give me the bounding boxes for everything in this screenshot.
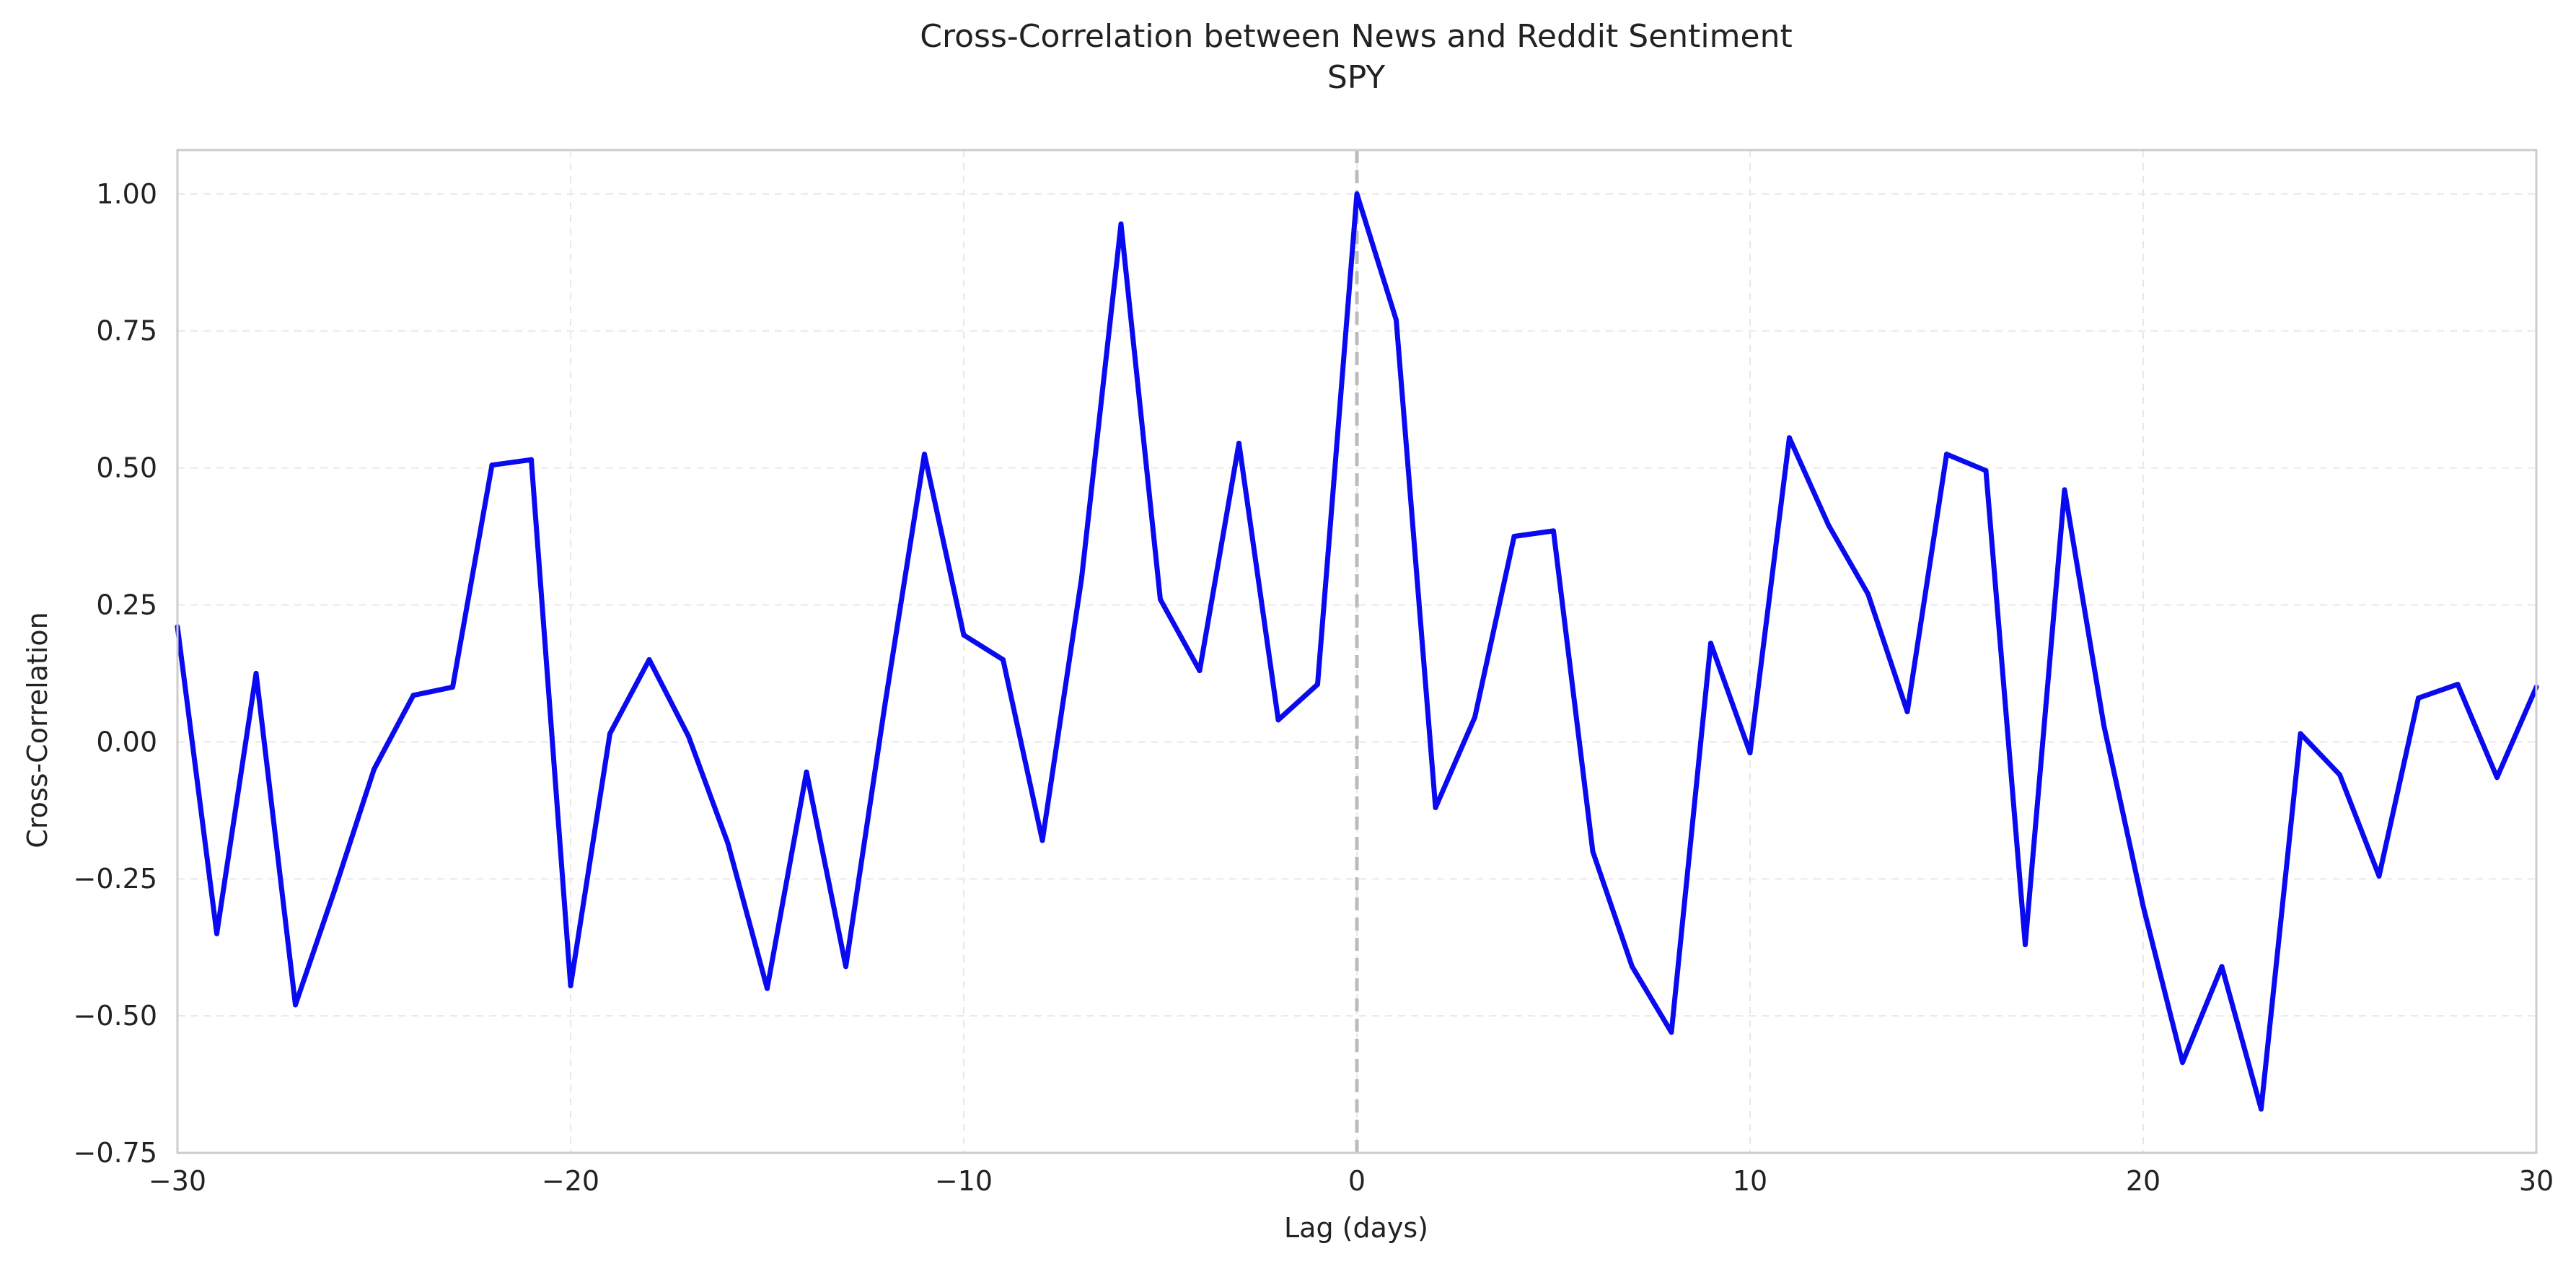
x-tick-label: 30 <box>2519 1165 2554 1197</box>
x-tick-label: −20 <box>542 1165 599 1197</box>
data-point <box>1001 657 1006 662</box>
data-point <box>1118 221 1124 227</box>
data-point <box>922 452 927 457</box>
data-point <box>725 840 731 846</box>
plot-frame <box>176 149 2538 1154</box>
data-point <box>804 769 809 775</box>
chart-subtitle: SPY <box>1327 59 1385 96</box>
data-point <box>253 670 259 676</box>
data-point <box>2180 1060 2185 1066</box>
data-point <box>843 964 848 970</box>
data-point <box>568 983 573 988</box>
data-point <box>1315 682 1320 688</box>
data-point <box>1944 452 1949 457</box>
x-tick-label: −10 <box>935 1165 993 1197</box>
data-point <box>1472 714 1477 720</box>
data-point <box>2337 772 2342 778</box>
data-point <box>1826 522 1832 528</box>
data-point <box>1433 804 1438 810</box>
y-axis-label: Cross-Correlation <box>22 612 53 848</box>
series-layer <box>175 191 2539 1112</box>
x-tick-label: 0 <box>1348 1165 1366 1197</box>
data-point <box>1983 467 1989 473</box>
data-point <box>961 632 967 638</box>
y-tick-label: 0.25 <box>96 589 157 620</box>
x-tick-label: 10 <box>1733 1165 1767 1197</box>
data-point <box>607 731 612 737</box>
y-tick-label: 0.00 <box>96 726 157 758</box>
data-point <box>1747 750 1753 756</box>
data-point <box>2140 903 2146 909</box>
data-point <box>1865 591 1871 597</box>
data-point <box>686 734 691 739</box>
data-point <box>1236 440 1241 446</box>
data-point <box>1197 668 1203 674</box>
data-point <box>2376 873 2382 879</box>
y-tick-label: 0.75 <box>96 315 157 347</box>
y-tick-label: 1.00 <box>96 178 157 210</box>
data-point <box>1394 317 1399 322</box>
data-point <box>214 931 219 936</box>
data-point <box>293 1002 298 1008</box>
data-point <box>1275 717 1281 723</box>
data-point <box>1590 848 1596 854</box>
data-point <box>1630 964 1635 970</box>
data-point <box>2062 487 2067 493</box>
data-point <box>1787 435 1792 441</box>
x-tick-label: −30 <box>149 1165 206 1197</box>
data-point <box>2416 695 2421 701</box>
data-point <box>1669 1029 1674 1035</box>
chart-title: Cross-Correlation between News and Reddi… <box>920 18 1792 55</box>
data-point <box>489 462 495 468</box>
data-point <box>2023 941 2028 947</box>
y-tick-label: −0.25 <box>74 863 157 895</box>
data-point <box>372 766 377 772</box>
x-axis-ticks: −30 −20 −10 0 10 20 30 <box>149 1165 2554 1197</box>
data-point <box>2259 1106 2264 1112</box>
data-point <box>1039 838 1045 843</box>
data-point <box>1708 641 1713 646</box>
y-tick-label: −0.75 <box>74 1137 157 1169</box>
data-point <box>410 693 416 698</box>
data-point <box>1511 533 1517 539</box>
data-point <box>1354 191 1360 197</box>
data-point <box>1551 528 1556 534</box>
data-point <box>882 701 888 706</box>
data-point <box>332 887 338 892</box>
data-point <box>1079 574 1084 580</box>
data-point <box>2101 723 2106 729</box>
y-axis-ticks: 1.00 0.75 0.50 0.25 0.00 −0.25 −0.50 −0.75 <box>74 178 157 1169</box>
y-tick-label: 0.50 <box>96 452 157 484</box>
data-point <box>2298 731 2303 737</box>
data-point <box>529 457 534 462</box>
data-point <box>450 684 455 690</box>
y-tick-label: −0.50 <box>74 1000 157 1032</box>
x-axis-label: Lag (days) <box>1284 1212 1428 1244</box>
data-point <box>1158 597 1163 602</box>
data-point <box>1904 709 1910 715</box>
data-point <box>2455 682 2461 688</box>
data-point <box>765 985 770 991</box>
data-point <box>646 657 652 662</box>
data-point <box>2494 775 2500 781</box>
data-point <box>2219 964 2225 970</box>
x-tick-label: 20 <box>2126 1165 2160 1197</box>
